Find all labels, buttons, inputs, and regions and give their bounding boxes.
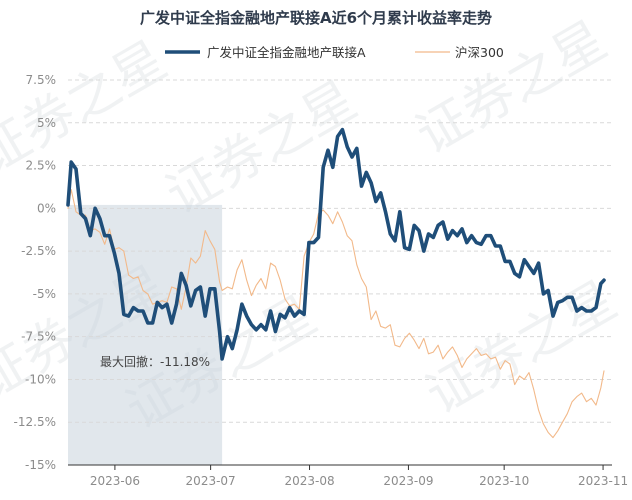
x-tick-label: 2023-08 (284, 474, 334, 488)
y-tick-label: -5% (33, 287, 56, 301)
y-tick-label: 0% (37, 201, 56, 215)
y-tick-label: -7.5% (21, 330, 56, 344)
y-tick-label: -12.5% (14, 415, 56, 429)
x-axis: 2023-06 2023-07 2023-08 2023-09 2023-10 2023-… (68, 464, 628, 488)
legend-label-benchmark: 沪深300 (455, 45, 504, 60)
y-tick-label: -10% (25, 372, 56, 386)
y-axis: 7.5% 5% 2.5% 0% -2.5% -5% -7.5% -10% -12.5% -15% (14, 73, 56, 472)
max-drawdown-label: 最大回撤：-11.18% (100, 354, 210, 369)
y-tick-label: 5% (37, 116, 56, 130)
x-tick-label: 2023-07 (186, 474, 236, 488)
fund-series-line (66, 127, 606, 361)
y-tick-label: 7.5% (26, 73, 57, 87)
y-tick-label: 2.5% (26, 159, 57, 173)
x-tick-label: 2023-10 (479, 474, 529, 488)
legend-label-fund: 广发中证全指金融地产联接A (207, 45, 366, 60)
max-drawdown-area (68, 204, 223, 465)
series-layer (66, 127, 606, 439)
x-tick-label: 2023-11 (578, 474, 628, 488)
y-tick-label: -2.5% (21, 244, 56, 258)
watermark-text: 证券之星 (407, 10, 617, 166)
chart-title: 广发中证全指金融地产联接A近6个月累计收益率走势 (140, 9, 492, 27)
legend: 广发中证全指金融地产联接A 沪深300 (165, 45, 504, 60)
x-tick-label: 2023-06 (90, 474, 140, 488)
y-tick-label: -15% (25, 458, 56, 472)
x-tick-label: 2023-09 (383, 474, 433, 488)
